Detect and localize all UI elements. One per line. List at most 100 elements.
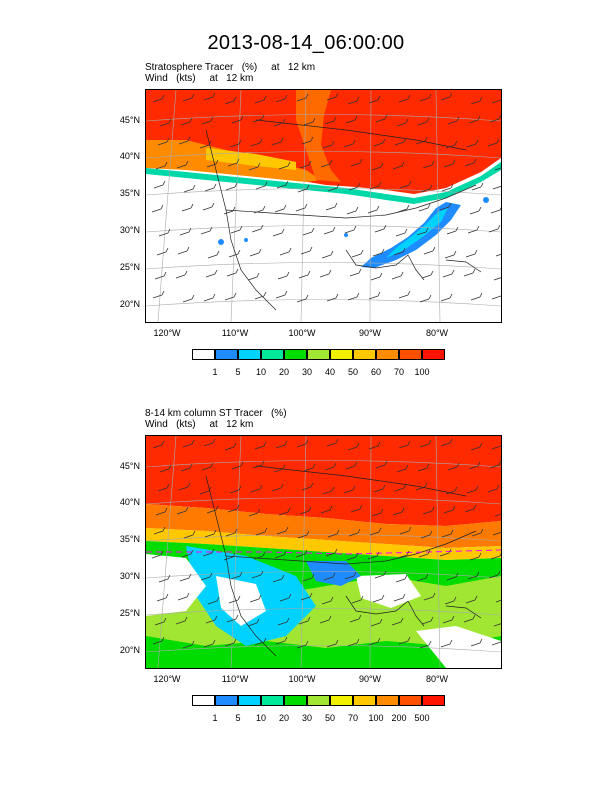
panel2-tracer-field-white	[146, 554, 206, 616]
wind-barb	[159, 118, 172, 127]
longitude-tick-label: 120°W	[153, 674, 181, 684]
wind-barb	[247, 618, 260, 627]
wind-barb	[467, 571, 480, 580]
latitude-tick-label: 20°N	[119, 299, 140, 309]
wind-barb	[471, 528, 484, 537]
panel2-tracer-field-white2	[216, 576, 266, 626]
wind-barb	[322, 140, 335, 149]
wind-barb	[177, 246, 190, 255]
wind-barb	[326, 92, 339, 101]
colorbar-level-label: 40	[324, 367, 335, 377]
wind-barb	[420, 530, 433, 539]
colorbar-level-label: 30	[301, 367, 312, 377]
wind-barb	[347, 292, 360, 301]
wind-barb	[182, 439, 195, 448]
wind-barb	[327, 183, 340, 192]
panel2-subtitle-line1: 8-14 km column ST Tracer (%)	[145, 408, 287, 419]
wind-barb	[275, 94, 288, 103]
wind-barb	[440, 92, 453, 101]
wind-barb	[296, 640, 309, 649]
longitude-tick-label: 110°W	[221, 328, 249, 338]
panel1-wind-barbs	[151, 92, 501, 303]
wind-barb	[295, 203, 308, 212]
wind-barb	[202, 202, 215, 211]
wind-barb	[230, 571, 243, 580]
wind-barb	[320, 505, 333, 514]
colorbar-level-label: 1	[212, 367, 218, 377]
wind-barb	[444, 596, 457, 605]
colorbar-swatch	[399, 349, 422, 360]
wind-barb	[368, 95, 381, 104]
latitude-tick-label: 40°N	[119, 151, 140, 161]
wind-barb	[203, 293, 216, 302]
wind-barb	[275, 440, 288, 449]
wind-barb	[470, 442, 483, 451]
wind-barb	[204, 183, 217, 192]
wind-barb	[277, 271, 290, 280]
wind-barb	[228, 249, 241, 258]
wind-barb	[490, 207, 501, 214]
wind-barb	[156, 247, 169, 256]
wind-barb	[346, 552, 359, 561]
latitude-tick-label: 45°N	[119, 115, 140, 125]
wind-barb	[399, 526, 412, 535]
wind-barb	[370, 272, 383, 281]
wind-barb	[180, 463, 193, 472]
wind-barb	[372, 248, 385, 257]
wind-barb	[224, 96, 237, 105]
wind-barb	[446, 226, 459, 235]
wind-barb	[178, 136, 191, 145]
panel1-tracer-field-orange	[296, 90, 341, 182]
wind-barb	[394, 483, 407, 492]
panel2-tracer-field-high	[146, 436, 501, 526]
wind-barb	[274, 204, 287, 213]
wind-barb	[224, 292, 237, 301]
wind-barb	[418, 203, 431, 212]
wind-barb	[446, 572, 459, 581]
wind-barb	[415, 482, 428, 491]
wind-barb	[323, 226, 336, 235]
wind-barb	[439, 202, 452, 211]
wind-barb	[442, 269, 455, 278]
colorbar-swatch	[215, 349, 238, 360]
wind-barb	[231, 115, 244, 124]
wind-barb	[369, 181, 382, 190]
wind-barb	[203, 92, 216, 101]
wind-barb	[350, 504, 363, 513]
wind-barb	[326, 293, 339, 302]
wind-barb	[441, 183, 454, 192]
wind-barb	[494, 167, 501, 171]
wind-barb	[349, 614, 362, 623]
wind-barb	[276, 526, 289, 535]
wind-barb	[152, 94, 165, 103]
wind-barb	[154, 271, 167, 280]
wind-barb	[207, 596, 220, 605]
wind-barb	[345, 461, 358, 470]
wind-barb	[205, 269, 218, 278]
colorbar-level-label: 60	[370, 367, 381, 377]
wind-barb	[203, 639, 216, 648]
wind-barb	[465, 595, 478, 604]
wind-barb	[301, 482, 314, 491]
wind-barb	[158, 228, 171, 237]
longitude-tick-label: 90°W	[358, 674, 382, 684]
wind-barb	[343, 139, 356, 148]
wind-barb	[227, 504, 240, 513]
wind-barb	[295, 549, 308, 558]
wind-barb	[199, 486, 212, 495]
wind-barb	[418, 549, 431, 558]
panel2-tracer-field-blue	[306, 561, 361, 586]
wind-barb	[491, 295, 501, 300]
wind-barb	[348, 182, 361, 191]
colorbar-swatch	[353, 695, 376, 706]
wind-barb	[325, 202, 338, 211]
panel2-tracer-field-orange	[146, 504, 501, 548]
panel2-wind-barbs	[151, 438, 501, 649]
wind-barb	[440, 293, 453, 302]
wind-barb	[324, 462, 337, 471]
wind-barb	[203, 438, 216, 447]
wind-barb	[463, 614, 476, 623]
wind-barb	[303, 463, 316, 472]
wind-barb	[226, 268, 239, 277]
wind-barb	[179, 227, 192, 236]
